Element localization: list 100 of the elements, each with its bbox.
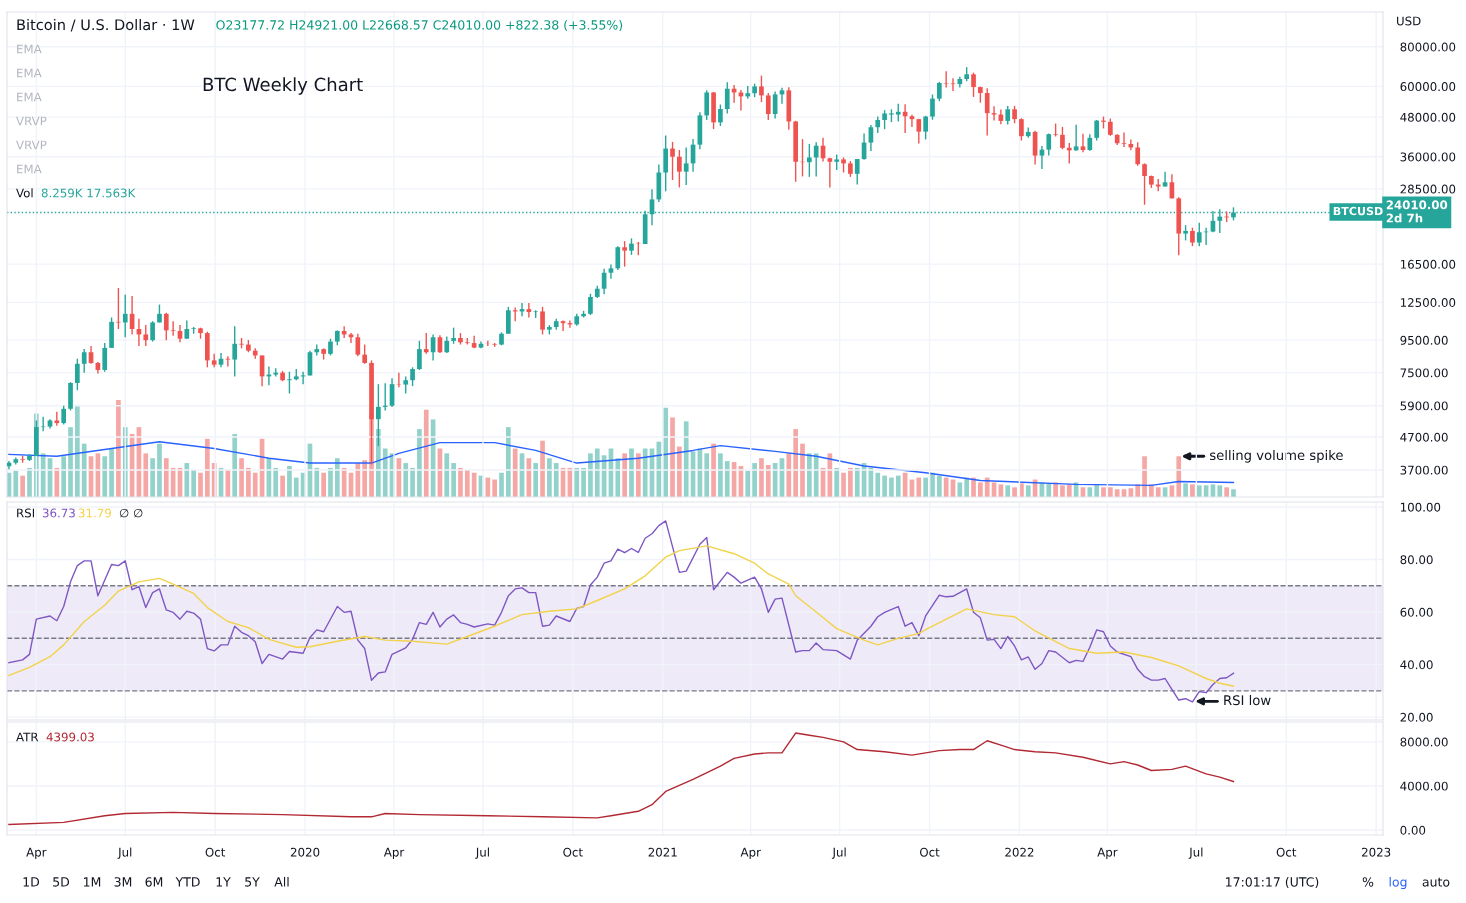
chart-title: Bitcoin / U.S. Dollar · 1W [17,18,195,32]
x-tick-label: Oct [563,847,583,857]
bar [1176,456,1182,497]
bar [635,453,641,497]
y-tick-label: 3700.00 [1400,465,1448,475]
x-tick-label: Apr [383,847,405,859]
bar [157,443,162,497]
bar [205,438,210,497]
y-tick-label: 4000.00 [1400,781,1448,791]
candlestick [232,325,238,378]
text: ATR [16,732,39,742]
y-tick-label: 60.00 [1400,607,1433,617]
x-tick-label: 2020 [290,847,320,857]
ref-line-label: 24010.00 2d 7h [1386,200,1448,223]
candlestick [540,306,545,336]
text: auto [1422,877,1450,887]
candlestick [75,358,80,391]
annotation: 4399.03 [46,732,94,742]
y-tick-label: 80.00 [1400,555,1433,565]
bar [355,463,361,497]
candlestick [1080,133,1086,153]
text: 3M [114,877,132,887]
bar [252,472,258,497]
bar [533,463,539,497]
candlestick [759,74,764,103]
candlestick [718,103,723,127]
bar [492,479,497,497]
annotation: selling volume spike [1210,449,1343,463]
bar [1231,489,1236,497]
bar [642,448,648,497]
bar [656,441,662,497]
annotation: 36.73 [42,508,75,518]
bar [1224,487,1229,497]
candlestick [396,371,402,388]
bar [239,458,244,497]
annotation: BTC Weekly Chart [203,77,363,95]
line-series [8,732,1235,826]
candlestick [184,319,190,340]
candlestick [807,143,812,178]
candlestick [150,320,155,343]
bar [752,463,757,497]
x-tick-label: Oct [1276,847,1297,857]
y-tick-label: 20.00 [1400,712,1433,722]
bar [615,458,621,497]
candlestick [813,141,819,178]
candlestick [287,371,292,395]
bar [553,463,559,497]
bar [704,453,710,497]
candlestick [1005,105,1011,126]
bar [1012,487,1017,497]
bar [334,458,340,497]
bar [403,463,409,497]
bar [943,477,949,497]
y-tick-label: 48000.00 [1400,112,1456,122]
bar [813,453,819,497]
candlestick [622,240,627,268]
candlestick [143,324,149,347]
candlestick [724,81,730,115]
x-tick-label: Oct [920,847,940,857]
x-tick-label: Oct [205,847,226,857]
annotation: VRVP [16,116,47,126]
candlestick [81,348,87,374]
bar [629,448,634,497]
candlestick [984,87,990,137]
bar [957,482,963,497]
candlestick [1060,126,1065,150]
annotation: Vol [16,188,33,198]
y-tick-label: 12500.00 [1400,298,1456,307]
candlestick [704,89,710,121]
bar [191,469,196,497]
bar [116,400,121,497]
candlestick [677,149,682,189]
text: log [1389,876,1407,890]
y-tick-label: 80000.00 [1400,42,1456,52]
x-tick-label: 2021 [648,847,677,857]
text: All [274,876,289,887]
bar [854,467,860,497]
candlestick [882,109,887,130]
line-series [8,545,1235,687]
candlestick [355,333,361,357]
bar [314,467,320,497]
bar [61,456,67,497]
annotation: VRVP [16,140,47,150]
bar [512,448,518,497]
bar [109,448,114,497]
bar [341,467,347,497]
bar [1066,484,1072,497]
bar [328,467,333,497]
y-tick-label: 4700.00 [1400,432,1448,442]
bar [458,467,463,497]
candlestick [615,245,621,271]
bar [13,470,19,497]
bar [81,443,87,497]
candlestick [362,343,368,365]
annotation: ∅ ∅ [119,508,143,518]
candlestick [300,371,306,385]
candlestick [1121,131,1127,148]
y-tick-label: 40.00 [1400,660,1433,670]
candlestick [382,382,388,412]
bar [895,475,901,497]
